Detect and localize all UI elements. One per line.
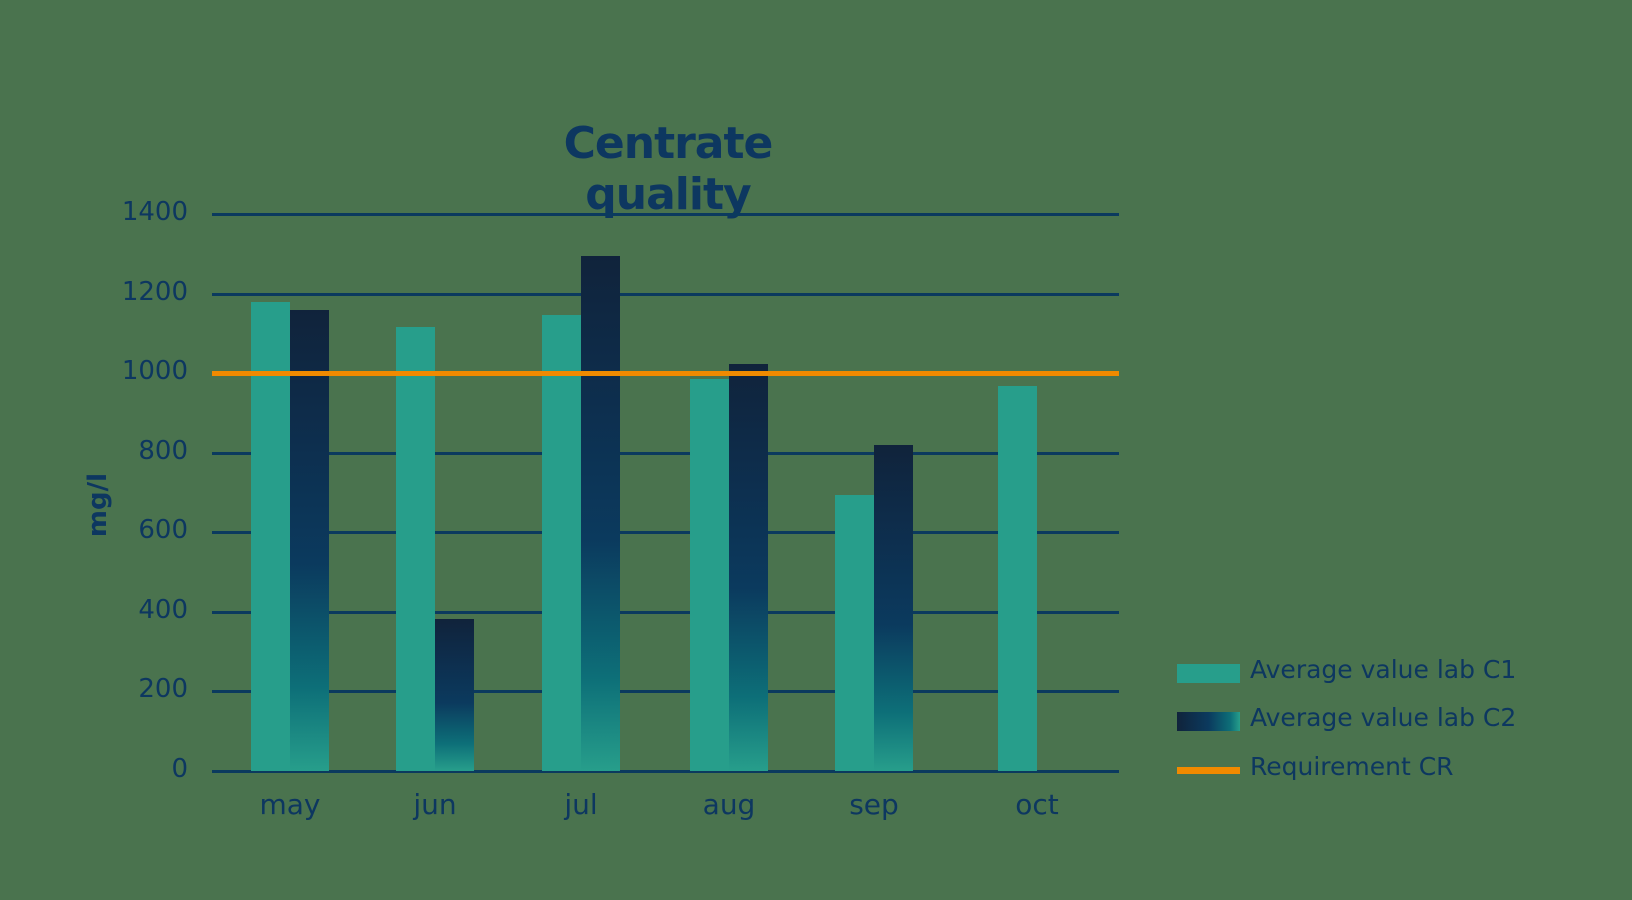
- bar-c2-sep: [874, 445, 913, 771]
- y-tick-label: 800: [138, 435, 188, 466]
- gridline: [212, 531, 1119, 535]
- bar-c1-may: [251, 301, 290, 771]
- bar-c1-jul: [542, 315, 581, 771]
- y-tick-label: 1400: [121, 197, 188, 227]
- legend-label-c2: Average value lab C2: [1250, 703, 1517, 732]
- bar-c1-oct: [998, 386, 1037, 771]
- x-tick-label: jun: [413, 788, 457, 821]
- bar-c1-sep: [835, 495, 874, 771]
- bar-c2-aug: [729, 363, 768, 771]
- legend-swatch-c2: [1177, 712, 1240, 731]
- requirement-line: [212, 371, 1119, 377]
- bar-c2-may: [290, 310, 329, 771]
- legend-label-c1: Average value lab C1: [1250, 655, 1517, 684]
- legend-label-requirement: Requirement CR: [1250, 752, 1454, 781]
- chart-title: Centrate quality: [563, 118, 774, 220]
- gridline: [212, 690, 1119, 694]
- gridline: [212, 610, 1119, 614]
- legend-swatch-requirement: [1177, 767, 1240, 774]
- x-tick-label: may: [259, 788, 321, 821]
- y-tick-label: 200: [138, 674, 188, 705]
- y-tick-label: 600: [138, 515, 188, 546]
- gridline: [212, 292, 1119, 296]
- x-tick-label: sep: [849, 788, 899, 821]
- y-tick-label: 1200: [121, 276, 188, 307]
- y-tick-label: 0: [171, 754, 188, 784]
- gridline: [212, 451, 1119, 455]
- x-tick-label: jul: [564, 788, 598, 821]
- gridline: [212, 213, 1119, 216]
- y-tick-label: 1000: [121, 356, 188, 387]
- x-tick-label: aug: [702, 788, 756, 821]
- x-tick-label: oct: [1015, 788, 1059, 821]
- bar-c1-aug: [690, 379, 729, 771]
- bar-c2-jul: [581, 256, 620, 771]
- gridline: [212, 770, 1119, 773]
- legend-swatch-c1: [1177, 664, 1240, 683]
- bar-c1-jun: [396, 327, 435, 771]
- y-tick-label: 400: [138, 594, 188, 625]
- bar-c2-jun: [435, 619, 474, 771]
